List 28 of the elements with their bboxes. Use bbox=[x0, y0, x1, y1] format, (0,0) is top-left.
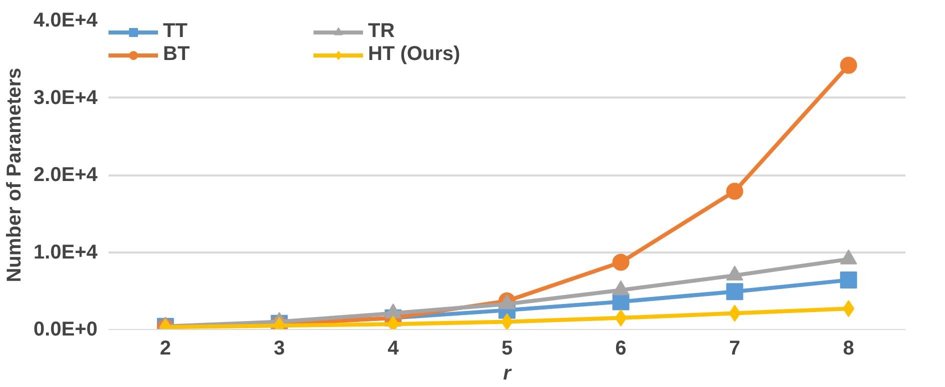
point bbox=[501, 313, 513, 330]
x-axis-title: r bbox=[503, 362, 512, 384]
x-tick-label: 2 bbox=[160, 338, 171, 360]
point bbox=[840, 272, 858, 289]
y-tick-label: 4.0E+4 bbox=[34, 10, 98, 32]
y-axis-title: Number of Parameters bbox=[4, 68, 26, 282]
legend-label: TR bbox=[368, 20, 396, 43]
point bbox=[384, 304, 402, 318]
x-tick-label: 4 bbox=[388, 338, 400, 360]
y-tick-label: 1.0E+4 bbox=[34, 241, 98, 264]
y-tick-label: 0.0E+0 bbox=[34, 318, 98, 340]
x-tick-label: 8 bbox=[843, 338, 854, 360]
point bbox=[728, 304, 741, 322]
x-tick-label: 3 bbox=[274, 338, 285, 360]
legend-label: TT bbox=[163, 20, 188, 43]
y-tick-label: 2.0E+4 bbox=[34, 164, 98, 186]
point bbox=[612, 254, 630, 271]
point bbox=[612, 280, 630, 296]
legend-label: HT (Ours) bbox=[368, 43, 462, 66]
point bbox=[726, 283, 744, 300]
y-tick-label: 3.0E+4 bbox=[34, 86, 98, 109]
x-tick-label: 6 bbox=[615, 338, 626, 360]
legend-label: BT bbox=[163, 43, 191, 66]
x-tick-label: 5 bbox=[501, 338, 513, 360]
x-tick-label: 7 bbox=[729, 338, 740, 360]
point bbox=[726, 182, 744, 200]
point bbox=[726, 266, 744, 281]
point bbox=[840, 56, 858, 74]
